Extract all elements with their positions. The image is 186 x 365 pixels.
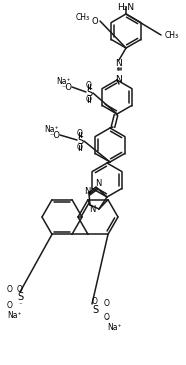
Text: ⁻O: ⁻O [61,82,72,92]
Text: Na⁺: Na⁺ [45,126,59,134]
Text: N: N [116,76,122,85]
Text: O: O [7,285,13,295]
Text: N: N [116,59,122,69]
Text: N: N [89,204,95,214]
Text: S: S [92,305,98,315]
Text: O: O [104,312,110,322]
Text: CH₃: CH₃ [165,31,179,39]
Text: O: O [7,300,13,310]
Text: H₂N: H₂N [117,3,134,12]
Text: O: O [104,299,110,307]
Text: CH₃: CH₃ [76,14,90,23]
Text: O: O [17,284,23,293]
Text: S: S [77,136,83,146]
Text: ⁻: ⁻ [105,317,109,323]
Text: O: O [92,297,98,307]
Text: O: O [77,143,83,153]
Text: ⁻O: ⁻O [49,131,60,139]
Text: N: N [84,188,90,196]
Text: O: O [92,16,98,26]
Text: Na⁺: Na⁺ [8,311,22,319]
Text: O: O [77,130,83,138]
Text: S: S [86,88,92,98]
Text: Na⁺: Na⁺ [57,77,71,87]
Text: Na⁺: Na⁺ [108,323,122,331]
Text: O: O [86,96,92,104]
Text: N: N [95,180,101,188]
Text: ⁻: ⁻ [18,302,22,308]
Text: S: S [17,292,23,302]
Text: O: O [86,81,92,91]
